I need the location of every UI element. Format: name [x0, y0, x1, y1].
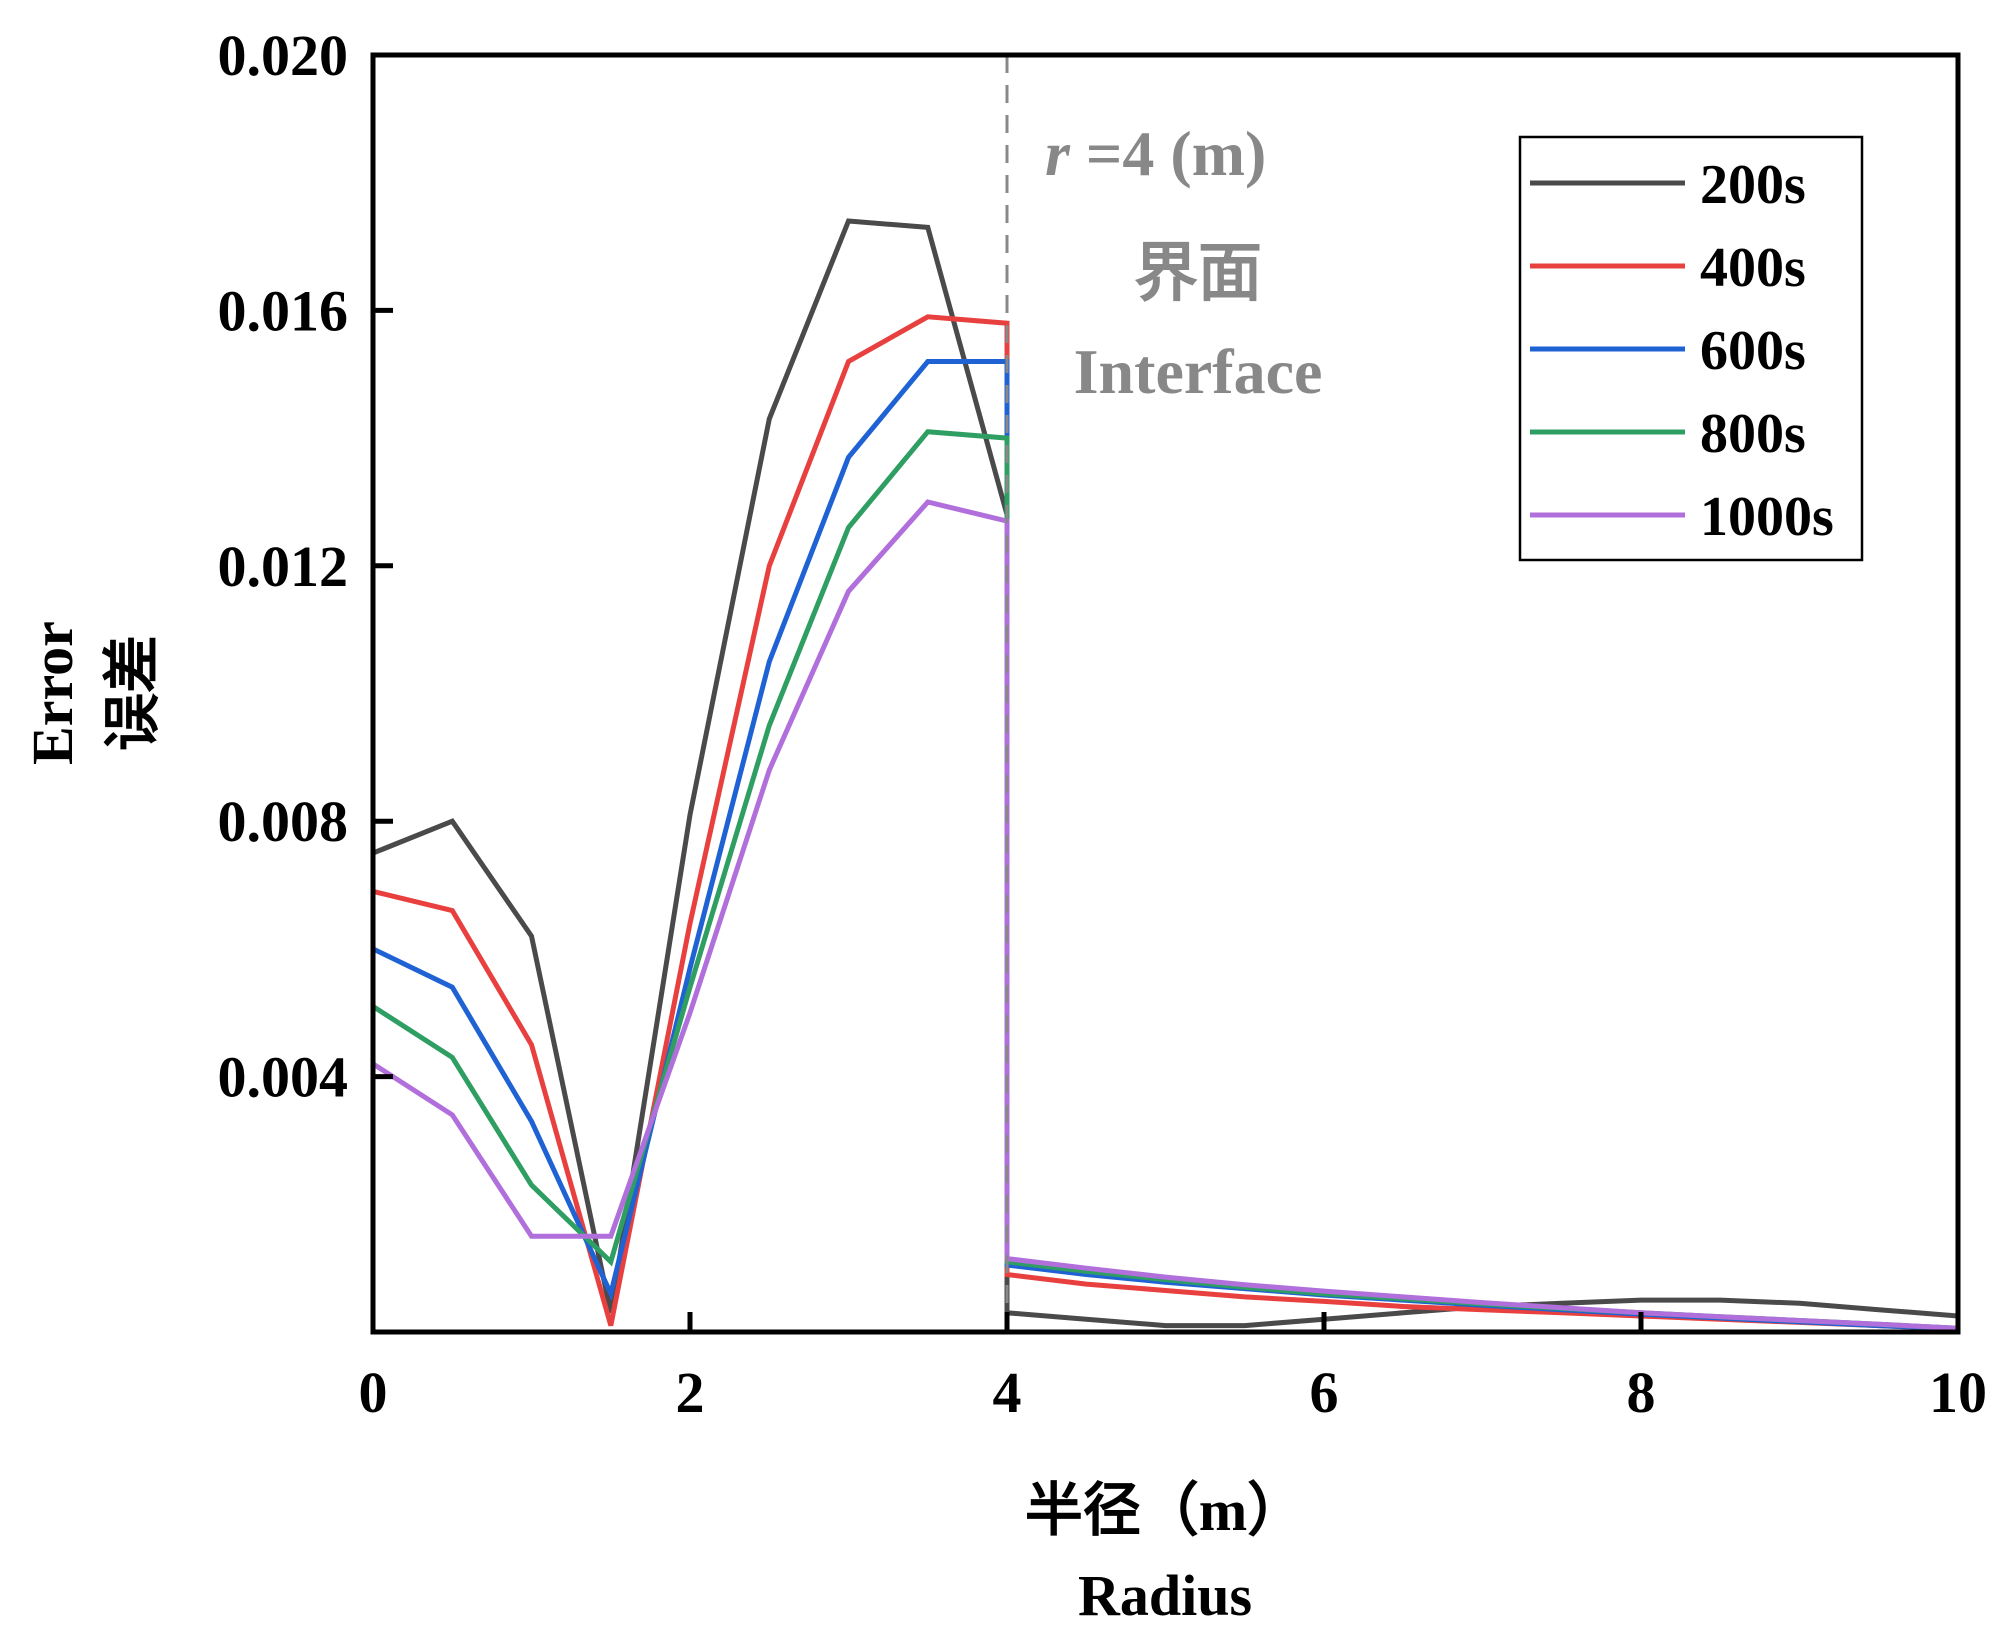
legend-label-400s: 400s — [1700, 237, 1806, 299]
y-axis-title-en: Error — [20, 621, 85, 765]
plot-frame — [370, 52, 1961, 1335]
x-tick-label: 10 — [1929, 1360, 1987, 1425]
legend-items: 200s 400s 600s 800s 1000s — [1530, 154, 1834, 548]
y-axis-title-cn: 误差 — [100, 635, 165, 751]
y-tick-label: 0.020 — [218, 23, 349, 88]
y-tick-label: 0.008 — [218, 789, 349, 854]
legend-label-800s: 800s — [1700, 403, 1806, 465]
y-tick-label: 0.004 — [218, 1045, 349, 1110]
interface-label: r =4 (m) — [1045, 118, 1266, 189]
interface-label-en: Interface — [1074, 336, 1323, 407]
series-line-800s — [371, 429, 1959, 1331]
series-layer — [371, 218, 1959, 1332]
legend-label-600s: 600s — [1700, 320, 1806, 382]
legend: 200s 400s 600s 800s 1000s — [1518, 135, 1864, 562]
x-axis-title-en: Radius — [1078, 1563, 1252, 1628]
legend-label-200s: 200s — [1700, 154, 1806, 216]
interface-label-eq: =4 (m) — [1070, 118, 1266, 189]
x-axis-ticks: 0 2 4 6 8 10 — [359, 1312, 1987, 1425]
legend-label-1000s: 1000s — [1700, 486, 1834, 548]
x-tick-label: 4 — [993, 1360, 1022, 1425]
x-tick-label: 2 — [676, 1360, 705, 1425]
y-tick-label: 0.016 — [218, 278, 349, 343]
y-tick-label: 0.012 — [218, 534, 349, 599]
x-axis-title-cn: 半径（m） — [1025, 1478, 1305, 1543]
interface-label-cn: 界面 — [1134, 238, 1262, 309]
x-tick-label: 0 — [359, 1360, 388, 1425]
series-line-1000s — [371, 499, 1959, 1331]
x-tick-label: 6 — [1310, 1360, 1339, 1425]
series-line-200s — [372, 218, 1959, 1329]
interface-label-var: r — [1045, 118, 1071, 189]
y-axis-ticks: 0.004 0.008 0.012 0.016 0.020 — [218, 23, 393, 1110]
x-tick-label: 8 — [1627, 1360, 1656, 1425]
